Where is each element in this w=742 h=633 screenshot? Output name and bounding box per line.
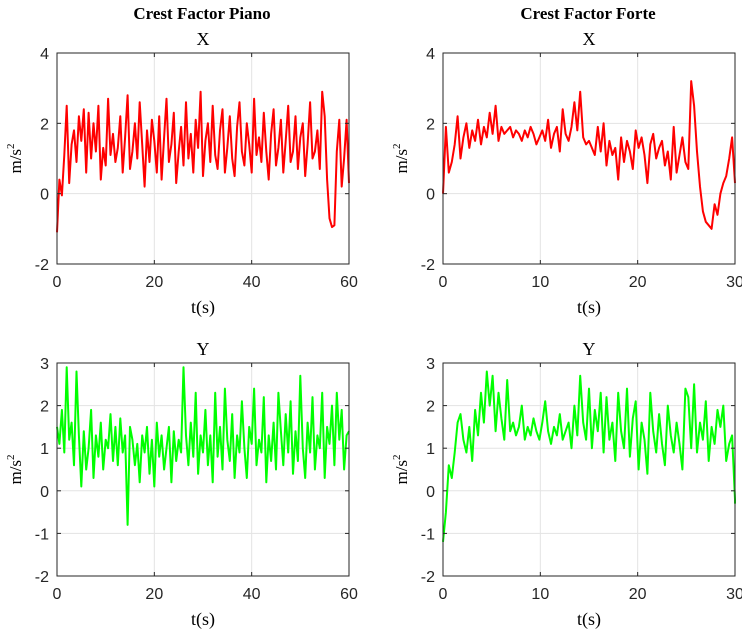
- y-tick-label: -2: [421, 257, 435, 274]
- y-tick-label: 3: [426, 356, 435, 373]
- y-tick-label: 0: [426, 187, 435, 204]
- x-tick-label: 40: [243, 586, 261, 603]
- y-axis-label-exponent: 2: [391, 143, 403, 149]
- x-tick-label: 10: [531, 274, 549, 291]
- y-axis-label-exponent: 2: [5, 454, 17, 460]
- y-tick-label: 2: [426, 399, 435, 416]
- x-axis-label: t(s): [577, 609, 601, 630]
- y-axis-label-unit: m/s: [6, 460, 25, 485]
- y-axis-label-unit: m/s: [392, 460, 411, 485]
- y-tick-label: -2: [35, 257, 49, 274]
- axes-box: [442, 362, 736, 577]
- y-axis-label: m/s2: [391, 143, 411, 173]
- y-axis-label: m/s2: [391, 454, 411, 484]
- series-line-1: [442, 80, 736, 230]
- x-axis-label: t(s): [191, 609, 215, 630]
- axes-box: [56, 362, 350, 577]
- axes-box: [442, 52, 736, 265]
- y-axis-label: m/s2: [5, 143, 25, 173]
- y-tick-label: -1: [35, 526, 49, 543]
- y-tick-label: 2: [40, 399, 49, 416]
- x-tick-label: 0: [439, 274, 448, 291]
- x-tick-label: 30: [726, 274, 742, 291]
- axes-box: [56, 52, 350, 265]
- y-tick-label: 0: [40, 187, 49, 204]
- y-axis-label-exponent: 2: [391, 454, 403, 460]
- y-tick-label: 1: [426, 441, 435, 458]
- column-title-piano: Crest Factor Piano: [133, 4, 270, 23]
- y-axis-label-exponent: 2: [5, 143, 17, 149]
- x-tick-label: 40: [243, 274, 261, 291]
- y-axis-label: m/s2: [5, 454, 25, 484]
- plot-area: [443, 53, 735, 264]
- x-axis-label: t(s): [191, 297, 215, 318]
- y-tick-label: -2: [35, 569, 49, 586]
- x-tick-label: 20: [145, 586, 163, 603]
- y-axis-label-unit: m/s: [6, 149, 25, 174]
- y-tick-label: 4: [426, 46, 435, 63]
- x-tick-label: 60: [340, 274, 358, 291]
- x-tick-label: 30: [726, 586, 742, 603]
- y-tick-label: 4: [40, 46, 49, 63]
- y-tick-label: 1: [40, 441, 49, 458]
- axes-title: X: [583, 29, 596, 49]
- y-tick-label: -1: [421, 526, 435, 543]
- y-tick-label: 3: [40, 356, 49, 373]
- x-tick-label: 20: [629, 586, 647, 603]
- series-line-1: [442, 370, 736, 542]
- x-axis-label: t(s): [577, 297, 601, 318]
- axes-title: X: [197, 29, 210, 49]
- column-title-forte: Crest Factor Forte: [520, 4, 656, 23]
- axes-title: Y: [583, 339, 596, 359]
- axes-title: Y: [197, 339, 210, 359]
- x-tick-label: 10: [531, 586, 549, 603]
- x-tick-label: 60: [340, 586, 358, 603]
- x-tick-label: 20: [629, 274, 647, 291]
- y-tick-label: -2: [421, 569, 435, 586]
- y-axis-label-unit: m/s: [392, 149, 411, 174]
- y-tick-label: 2: [426, 116, 435, 133]
- y-tick-label: 2: [40, 116, 49, 133]
- series-line-1: [56, 366, 350, 526]
- x-tick-label: 0: [439, 586, 448, 603]
- x-tick-label: 0: [53, 586, 62, 603]
- x-tick-label: 0: [53, 274, 62, 291]
- series-line-1: [56, 90, 350, 233]
- y-tick-label: 0: [40, 484, 49, 501]
- x-tick-label: 20: [145, 274, 163, 291]
- y-tick-label: 0: [426, 484, 435, 501]
